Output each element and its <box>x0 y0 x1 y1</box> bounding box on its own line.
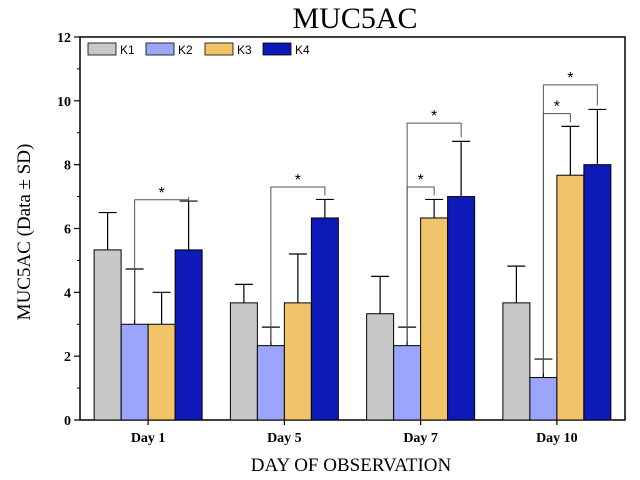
x-tick-label: Day 10 <box>536 431 578 446</box>
x-tick-label: Day 5 <box>267 431 302 446</box>
x-axis-label: DAY OF OBSERVATION <box>251 455 452 476</box>
bar-k1 <box>93 249 122 421</box>
legend-swatch-k1 <box>87 42 117 56</box>
y-tick-label: 8 <box>64 159 71 174</box>
bar-k2 <box>393 345 422 421</box>
significance-bracket <box>406 122 462 342</box>
legend-label-k3: K3 <box>237 43 252 57</box>
chart-title: MUC5AC <box>292 2 417 35</box>
significance-star: * <box>431 108 437 125</box>
significance-bracket <box>270 186 326 342</box>
y-tick-label: 4 <box>64 286 71 301</box>
significance-star: * <box>159 185 165 202</box>
bar-k4 <box>447 196 476 421</box>
y-axis-label: MUC5AC (Data ± SD) <box>14 144 35 321</box>
bar-k2 <box>256 345 285 421</box>
bar-k4 <box>310 217 339 421</box>
y-tick-label: 0 <box>64 414 71 429</box>
legend-label-k4: K4 <box>295 43 310 57</box>
legend-swatch-k4 <box>262 42 292 56</box>
significance-star: * <box>418 172 424 189</box>
significance-star: * <box>567 70 573 87</box>
plot-area: 0 2 4 6 8 10 12 Day 1 Day 5 Day 7 Day 10 * * * * * * K1 K2… <box>57 31 626 446</box>
y-tick-label: 12 <box>57 31 71 46</box>
legend-swatch-k3 <box>204 42 234 56</box>
bar-k3 <box>420 217 449 421</box>
bar-k3 <box>283 302 312 421</box>
x-tick-label: Day 1 <box>131 431 166 446</box>
y-tick-label: 2 <box>64 350 71 365</box>
bar-k3 <box>556 174 585 421</box>
y-tick-label: 6 <box>64 223 71 238</box>
bar-k1 <box>366 313 395 421</box>
legend-label-k1: K1 <box>120 43 135 57</box>
bar-k4 <box>174 249 203 421</box>
bar-k1 <box>229 302 258 421</box>
bar-k1 <box>502 302 531 421</box>
bar-k3 <box>147 323 176 421</box>
y-tick-label: 10 <box>57 95 71 110</box>
legend-swatch-k2 <box>145 42 175 56</box>
bar-k4 <box>583 164 612 421</box>
significance-star: * <box>554 99 560 116</box>
significance-bracket <box>134 197 190 321</box>
significance-bracket <box>542 84 598 374</box>
significance-star: * <box>295 172 301 189</box>
bar-k2 <box>120 323 149 421</box>
x-tick-label: Day 7 <box>403 431 438 446</box>
bar-k2 <box>529 377 558 421</box>
legend-label-k2: K2 <box>178 43 193 57</box>
